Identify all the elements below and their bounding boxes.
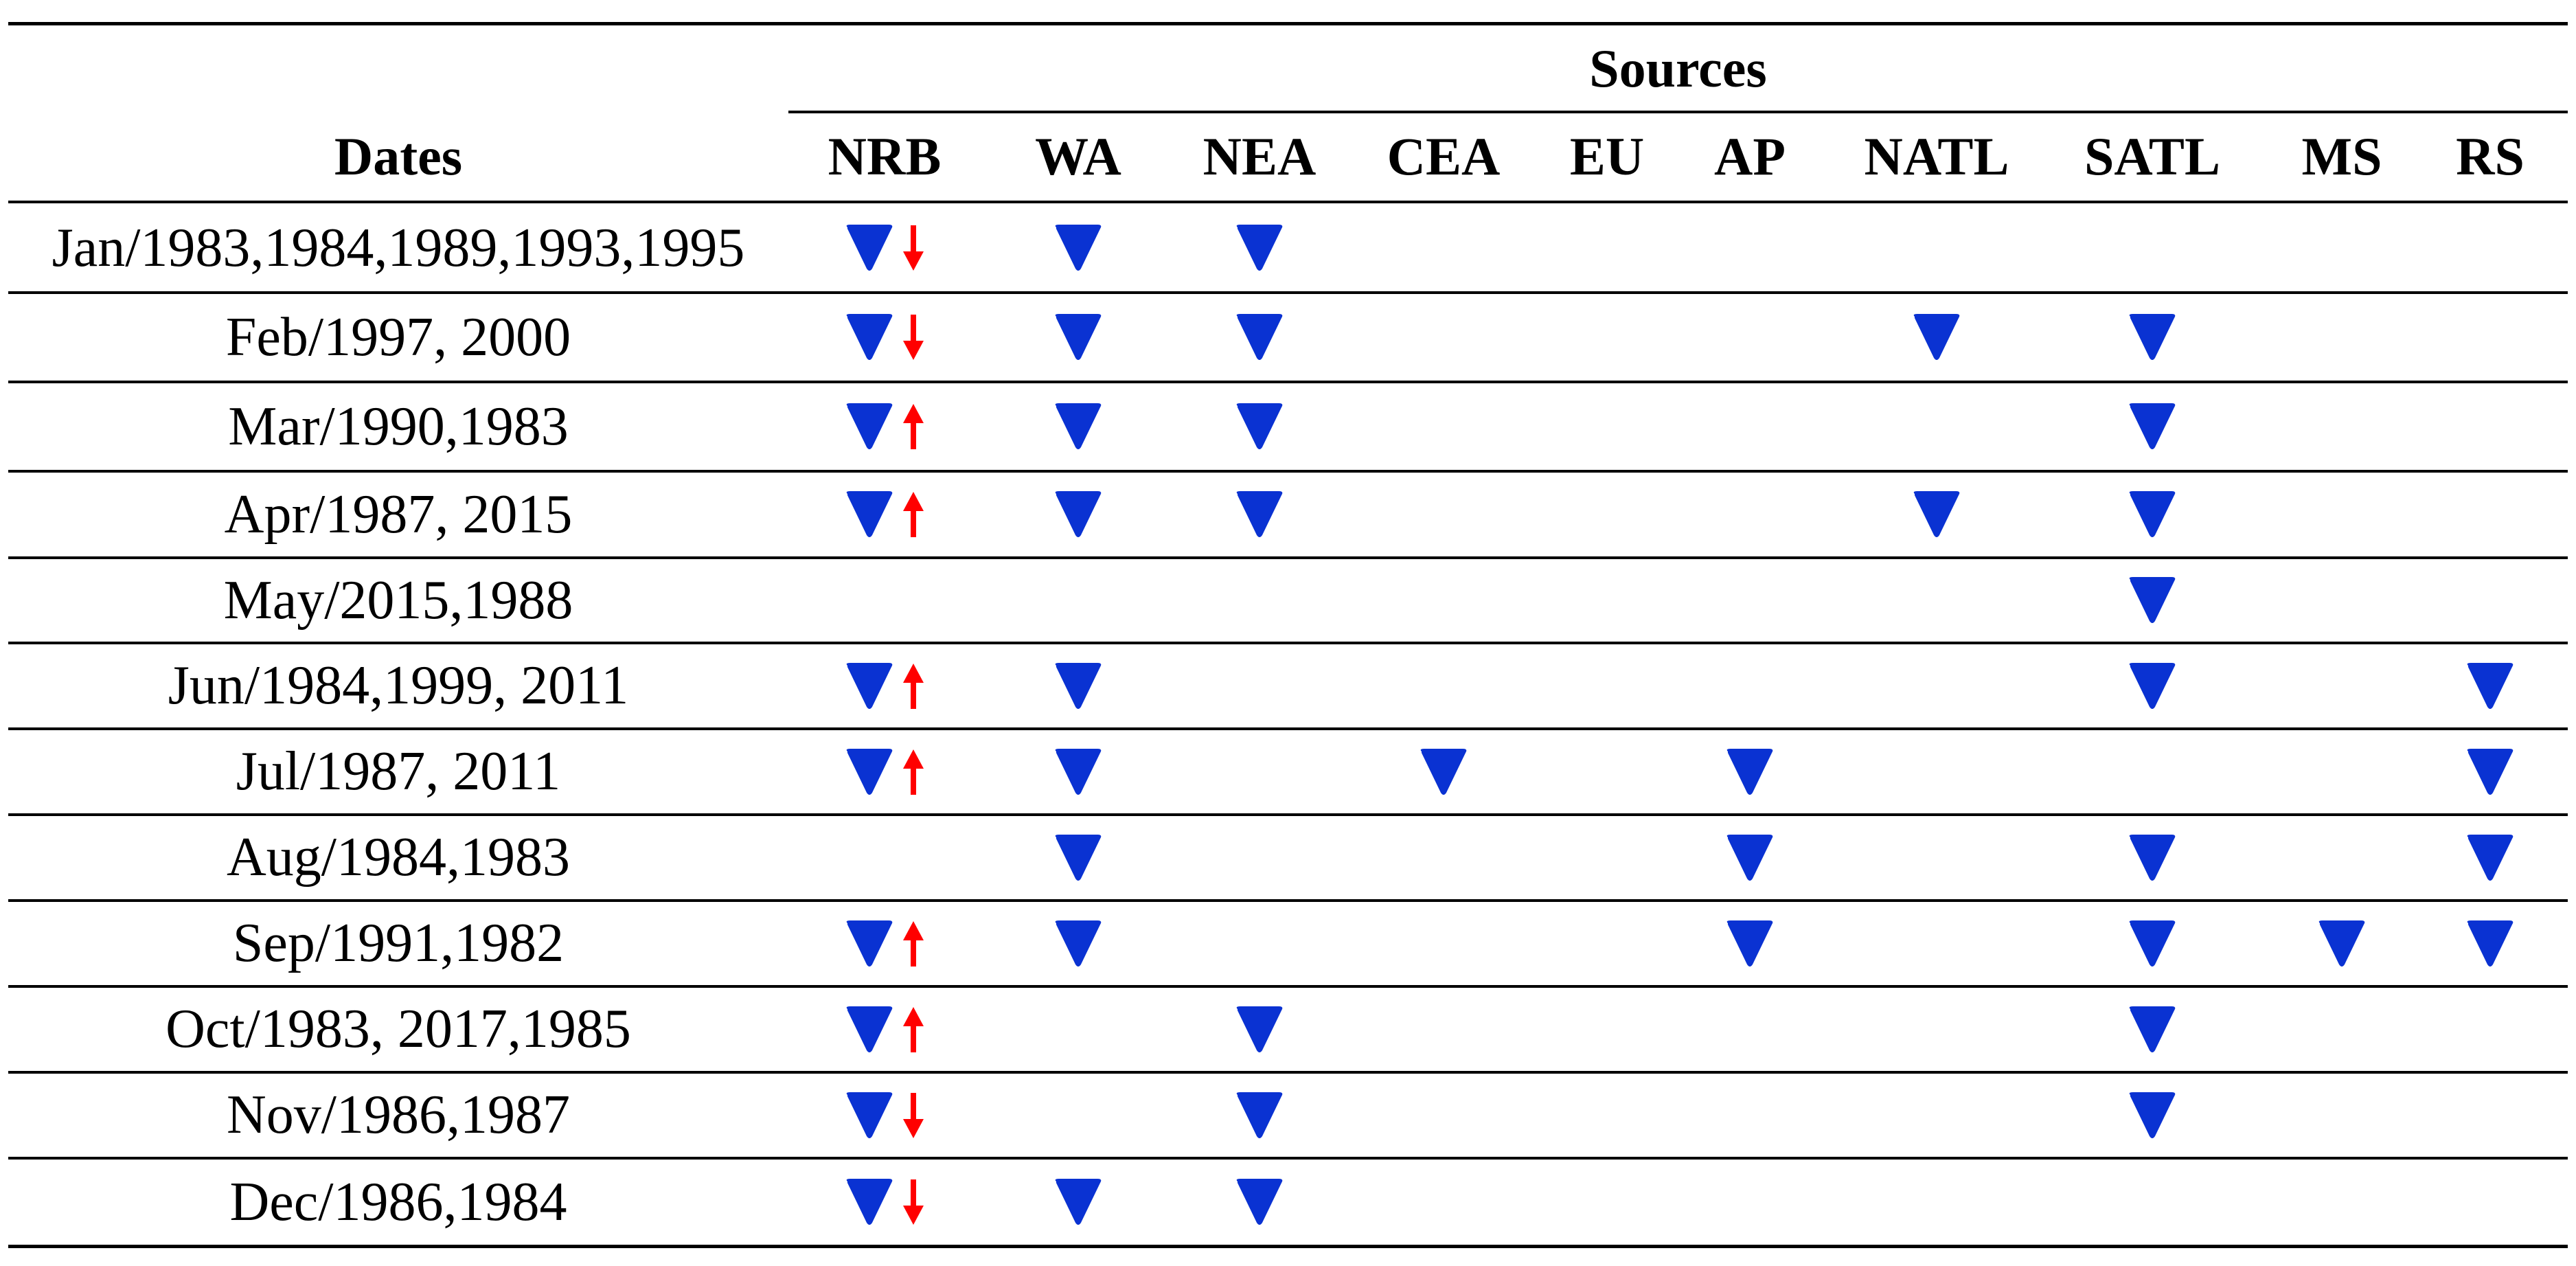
date-cell: Jun/1984,1999, 2011 — [168, 655, 629, 716]
date-cell: May/2015,1988 — [223, 569, 573, 631]
column-header-wa: WA — [1035, 126, 1121, 186]
date-cell: Mar/1990,1983 — [228, 396, 569, 457]
row-rule — [8, 1157, 2568, 1160]
date-cell: Apr/1987, 2015 — [224, 484, 573, 545]
date-cell: Jan/1983,1984,1989,1993,1995 — [52, 217, 745, 278]
column-header-rs: RS — [2456, 126, 2524, 186]
date-cell: Feb/1997, 2000 — [225, 306, 571, 368]
date-cell: Aug/1984,1983 — [227, 827, 570, 888]
column-header-nea: NEA — [1202, 126, 1317, 186]
column-header-cea: CEA — [1387, 126, 1501, 186]
row-rule — [8, 642, 2568, 644]
column-header-eu: EU — [1569, 126, 1645, 186]
sources-header: Sources — [1589, 38, 1767, 98]
row-rule — [8, 813, 2568, 816]
row-rule — [8, 899, 2568, 902]
date-cell: Oct/1983, 2017,1985 — [166, 999, 631, 1059]
date-cell: Nov/1986,1987 — [227, 1085, 570, 1145]
table-bottom-rule — [8, 1245, 2568, 1248]
dates-header: Dates — [334, 126, 463, 186]
column-header-ap: AP — [1714, 126, 1786, 186]
row-rule — [8, 470, 2568, 473]
column-header-natl: NATL — [1864, 126, 2009, 186]
row-rule — [8, 381, 2568, 383]
date-cell: Dec/1986,1984 — [229, 1171, 567, 1232]
table-top-rule — [8, 22, 2568, 25]
row-rule — [8, 985, 2568, 988]
header-bottom-rule — [8, 201, 2568, 203]
row-rule — [8, 556, 2568, 559]
column-header-satl: SATL — [2084, 126, 2220, 186]
date-cell: Jul/1987, 2011 — [236, 741, 561, 802]
column-header-ms: MS — [2301, 126, 2382, 186]
column-header-nrb: NRB — [828, 126, 942, 186]
row-rule — [8, 291, 2568, 294]
row-rule — [8, 1071, 2568, 1074]
date-cell: Sep/1991,1982 — [232, 913, 565, 973]
row-rule — [8, 727, 2568, 730]
sources-underline — [788, 111, 2568, 113]
